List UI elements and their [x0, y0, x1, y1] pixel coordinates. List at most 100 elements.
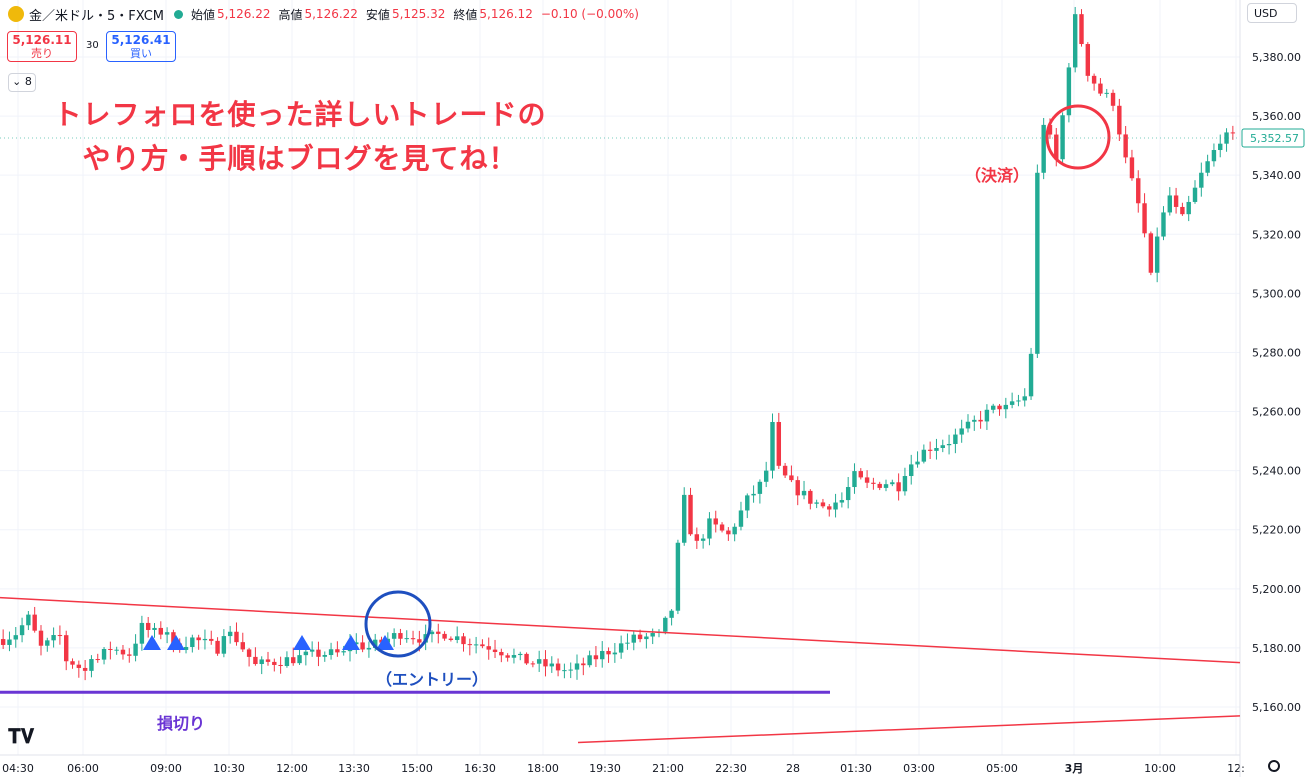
candle-body: [1148, 233, 1154, 273]
candle-body: [707, 518, 712, 539]
candle-body: [581, 663, 586, 666]
x-tick-label: 10:30: [213, 762, 245, 775]
y-tick-label: 5,320.00: [1252, 228, 1301, 241]
candle-body: [1066, 67, 1072, 116]
x-tick-label: 12:00: [276, 762, 308, 775]
candle-body: [183, 646, 189, 650]
candle-body: [398, 633, 403, 639]
candle-body: [1009, 401, 1015, 405]
candle-body: [682, 494, 687, 543]
candle-body: [152, 627, 157, 630]
y-tick-label: 5,180.00: [1252, 642, 1301, 655]
y-tick-label: 5,360.00: [1252, 110, 1301, 123]
price-change: −0.10 (−0.00%): [540, 7, 639, 21]
x-tick-label: 28: [786, 762, 800, 775]
candle-body: [0, 639, 6, 645]
candle-body: [7, 639, 12, 645]
settle-label: （決済）: [965, 166, 1030, 185]
candle-body: [309, 649, 315, 652]
candle-body: [145, 622, 151, 630]
candle-body: [253, 656, 258, 665]
x-tick-label: 3月: [1065, 762, 1084, 775]
candle-body: [530, 663, 536, 665]
candle-body: [732, 526, 737, 535]
candle-body: [246, 649, 252, 657]
candle-body: [26, 614, 31, 626]
candle-body: [291, 657, 296, 664]
ohlc-close-value: 5,126.12: [479, 7, 533, 21]
candle-body: [549, 663, 554, 667]
trendline-lower[interactable]: [577, 715, 1241, 744]
candle-body: [354, 642, 359, 645]
candle-body: [322, 655, 327, 657]
candle-body: [877, 483, 882, 488]
stop-loss-label: 損切り: [157, 714, 206, 733]
candle-body: [57, 635, 63, 637]
y-tick-label: 5,240.00: [1252, 465, 1301, 478]
candle-body: [883, 484, 889, 488]
candle-body: [1129, 157, 1135, 179]
candle-body: [770, 421, 775, 471]
candle-body: [1047, 124, 1053, 135]
symbol-name[interactable]: 金／米ドル・5・FXCM: [29, 8, 165, 24]
candle-body: [51, 635, 56, 641]
entry-circle: [364, 590, 432, 658]
indicator-collapse-button[interactable]: ⌄ 8: [8, 73, 36, 92]
candle-body: [757, 481, 763, 494]
candle-body: [606, 651, 611, 655]
candle-body: [133, 643, 138, 656]
candle-body: [1072, 14, 1078, 68]
candle-body: [536, 659, 542, 664]
candle-body: [215, 640, 220, 654]
candle-body: [745, 495, 750, 511]
buy-button[interactable]: 5,126.41 買い: [106, 31, 176, 62]
trendline-upper[interactable]: [0, 596, 1241, 664]
candle-body: [114, 649, 119, 651]
candle-body: [675, 542, 681, 611]
candle-body: [480, 644, 485, 647]
candle-body: [171, 632, 176, 644]
ohlc-close-key: 終値: [453, 7, 478, 22]
candle-body: [782, 465, 788, 476]
candle-body: [158, 627, 164, 635]
candle-body: [221, 636, 227, 654]
candle-body: [543, 659, 548, 667]
candle-body: [316, 649, 321, 657]
candle-body: [927, 449, 933, 451]
candle-body: [713, 518, 718, 525]
gear-icon[interactable]: [1268, 760, 1280, 772]
candle-body: [991, 405, 996, 410]
candle-body: [328, 649, 334, 656]
spread-value: 30: [86, 40, 99, 51]
x-tick-label: 12:: [1227, 762, 1245, 775]
ohlc-low-key: 安値: [365, 7, 390, 22]
candle-body: [240, 642, 245, 650]
candle-body: [801, 490, 807, 496]
candle-body: [461, 636, 466, 645]
candle-body: [694, 534, 700, 541]
candle-body: [909, 464, 914, 477]
candle-body: [76, 664, 82, 668]
candle-body: [978, 419, 983, 422]
currency-selector[interactable]: USD: [1247, 3, 1297, 23]
candle-body: [410, 638, 416, 640]
y-tick-label: 5,380.00: [1252, 51, 1301, 64]
ohlc-low-value: 5,125.32: [391, 7, 446, 21]
candle-body: [38, 630, 44, 646]
sell-button[interactable]: 5,126.11 売り: [7, 31, 77, 62]
candle-body: [404, 638, 409, 640]
candle-body: [839, 500, 845, 503]
candle-body: [1230, 132, 1236, 134]
x-tick-label: 16:30: [464, 762, 496, 775]
candle-body: [303, 651, 309, 656]
candle-body: [1098, 83, 1103, 94]
candle-body: [833, 502, 838, 510]
candle-body: [448, 638, 454, 640]
x-tick-label: 01:30: [840, 762, 872, 775]
y-tick-label: 5,300.00: [1252, 287, 1301, 300]
candle-body: [278, 664, 283, 667]
x-tick-label: 04:30: [2, 762, 34, 775]
entry-signal-triangle-icon: [167, 635, 185, 650]
candle-body: [858, 471, 863, 478]
